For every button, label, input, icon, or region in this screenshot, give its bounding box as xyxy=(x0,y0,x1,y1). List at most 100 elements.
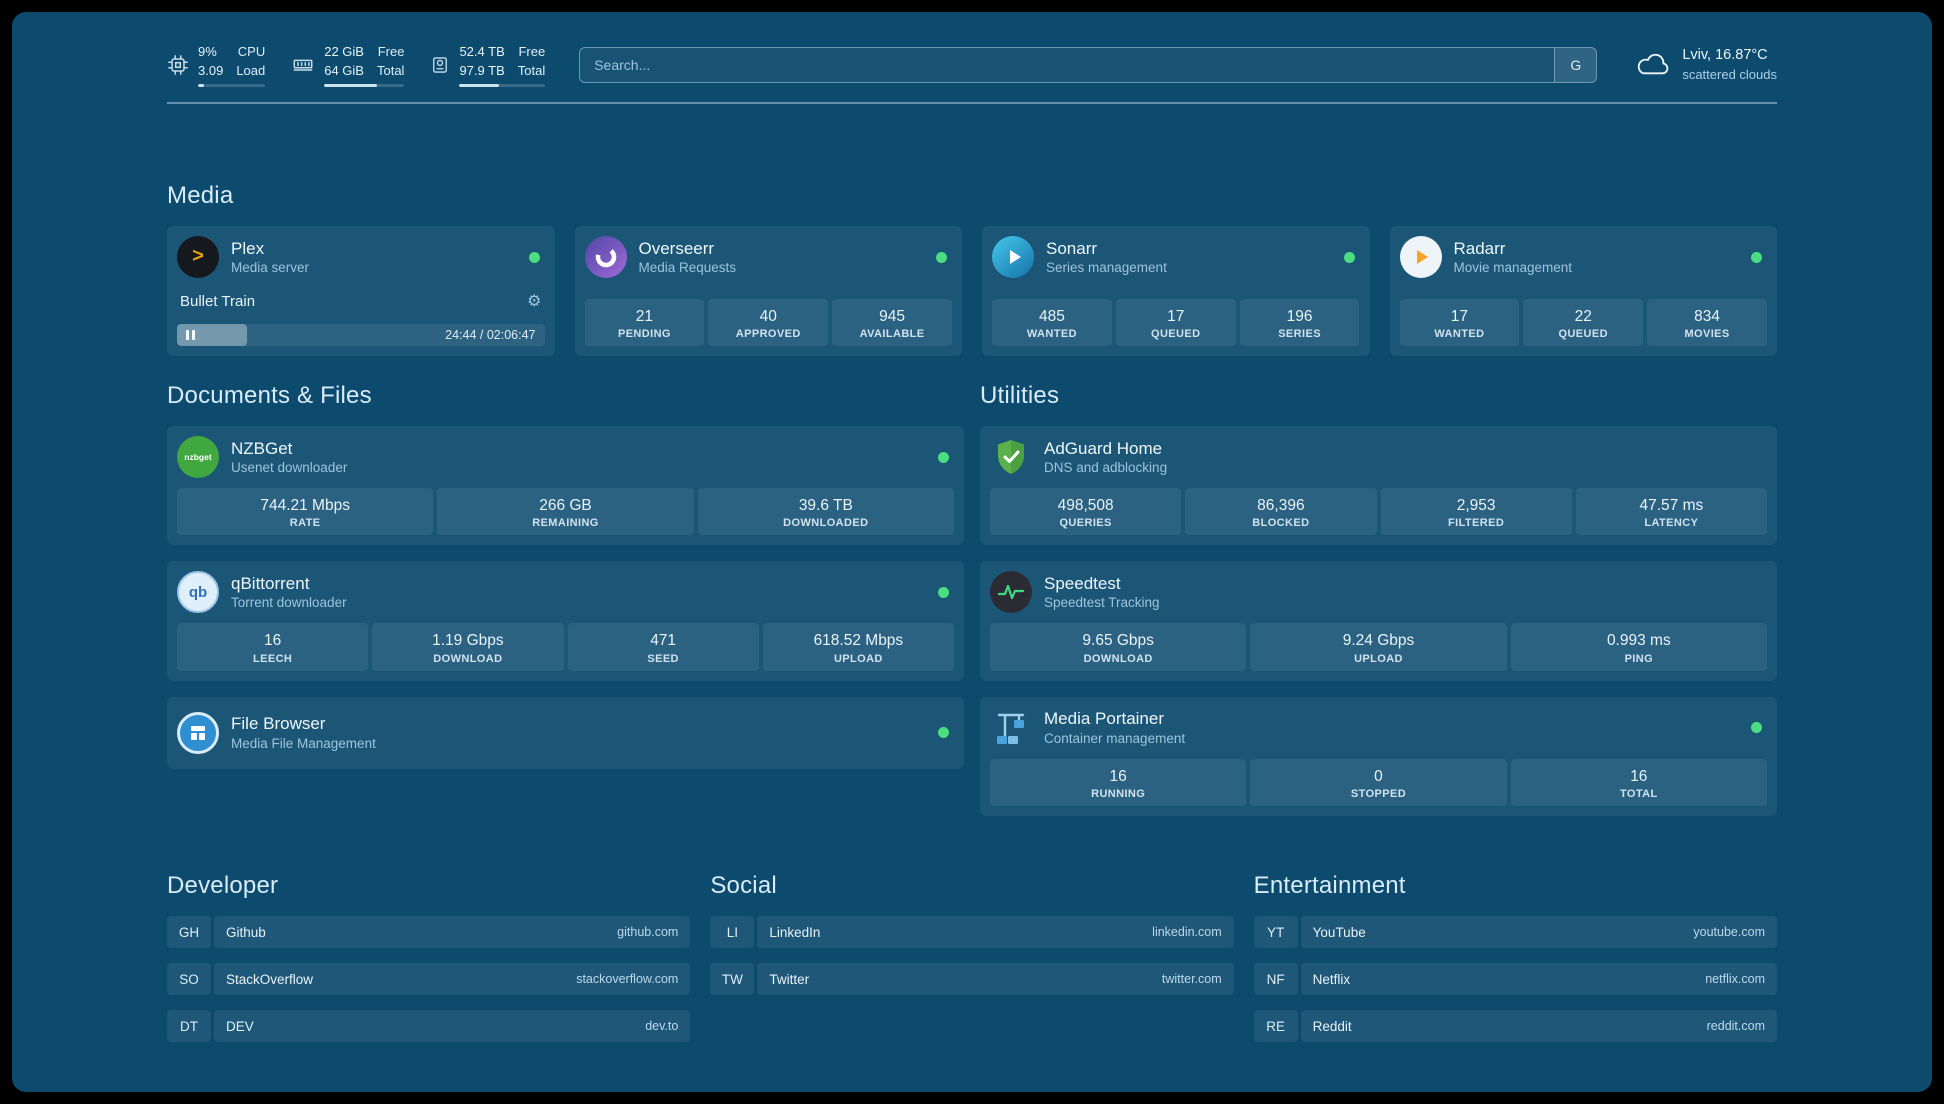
portainer-icon xyxy=(990,707,1032,749)
plex-icon: > xyxy=(177,236,219,278)
filebrowser-title: File Browser xyxy=(231,714,326,734)
overseerr-card[interactable]: Overseerr Media Requests 21 PENDING 40 APP… xyxy=(574,226,962,356)
bookmark-domain: github.com xyxy=(617,925,679,940)
sonarr-status-dot xyxy=(1343,251,1355,263)
bookmark-name: Reddit xyxy=(1312,1018,1352,1034)
bookmark-domain: netflix.com xyxy=(1705,972,1765,987)
nzbget-card[interactable]: nzbget NZBGet Usenet downloader 744.21 M… xyxy=(167,426,964,546)
bookmark-twitter[interactable]: TW Twitter twitter.com xyxy=(710,963,1234,996)
stat-download: 9.65 Gbps DOWNLOAD xyxy=(990,623,1247,671)
search-provider-button[interactable]: G xyxy=(1554,48,1597,82)
plex-subtitle: Media server xyxy=(231,259,310,275)
stat-seed: 471 SEED xyxy=(567,623,759,671)
media-heading: Media xyxy=(167,182,234,209)
stat-total: 16 TOTAL xyxy=(1510,758,1767,807)
stat-available: 945 AVAILABLE xyxy=(832,298,952,346)
search-bar: G xyxy=(579,47,1598,83)
sonarr-subtitle: Series management xyxy=(1046,259,1167,275)
bookmark-netflix[interactable]: NF Netflix netflix.com xyxy=(1253,963,1777,996)
bookmark-name: Github xyxy=(226,924,266,940)
plex-card[interactable]: > Plex Media server Bullet Train ⚙ 24:44… xyxy=(167,226,555,356)
cpu-load-label: Load xyxy=(236,62,266,78)
speedtest-subtitle: Speedtest Tracking xyxy=(1044,595,1160,611)
radarr-title: Radarr xyxy=(1453,238,1506,258)
sonarr-title: Sonarr xyxy=(1046,238,1098,258)
bookmark-github[interactable]: GH Github github.com xyxy=(167,916,691,949)
bookmark-name: LinkedIn xyxy=(769,924,821,940)
stat-movies: 834 MOVIES xyxy=(1647,298,1767,346)
adguard-subtitle: DNS and adblocking xyxy=(1044,459,1168,475)
disk-free: 52.4 TB xyxy=(459,44,505,60)
bookmark-abbr: TW xyxy=(710,963,755,996)
utilities-heading: Utilities xyxy=(980,382,1060,409)
dashboard: 9% 3.09 CPU Load xyxy=(12,12,1932,1092)
bookmark-name: YouTube xyxy=(1312,924,1366,940)
bookmark-youtube[interactable]: YT YouTube youtube.com xyxy=(1253,916,1777,949)
portainer-status-dot xyxy=(1751,722,1762,734)
disk-progressbar xyxy=(459,83,546,87)
bookmark-abbr: SO xyxy=(167,963,211,996)
bookmark-name: Netflix xyxy=(1312,971,1351,987)
plex-status-dot xyxy=(528,251,540,263)
pause-icon[interactable] xyxy=(186,330,195,340)
settings-gear-icon[interactable]: ⚙ xyxy=(527,293,542,310)
radarr-subtitle: Movie management xyxy=(1453,259,1573,275)
filebrowser-icon xyxy=(177,711,219,754)
cloud-icon xyxy=(1638,53,1669,75)
stat-latency: 47.57 ms LATENCY xyxy=(1575,488,1767,536)
stat-queued: 22 QUEUED xyxy=(1523,298,1644,346)
qbittorrent-card[interactable]: qb qBittorrent Torrent downloader 16 LEEC… xyxy=(167,561,964,681)
memory-free: 22 GiB xyxy=(324,44,364,60)
bookmark-domain: dev.to xyxy=(645,1019,679,1034)
portainer-card[interactable]: Media Portainer Container management 16 R… xyxy=(980,696,1777,817)
overseerr-subtitle: Media Requests xyxy=(638,259,737,275)
sonarr-card[interactable]: Sonarr Series management 485 WANTED 17 QUE… xyxy=(982,226,1370,356)
playback-time: 24:44 / 02:06:47 xyxy=(445,328,536,342)
portainer-title: Media Portainer xyxy=(1044,709,1165,729)
nzbget-status-dot xyxy=(938,451,949,463)
qbittorrent-title: qBittorrent xyxy=(231,573,310,593)
stat-blocked: 86,396 BLOCKED xyxy=(1185,488,1377,536)
cpu-percent: 9% xyxy=(198,44,217,60)
disk-total-label: Total xyxy=(517,62,546,78)
stat-leech: 16 LEECH xyxy=(177,623,369,671)
bookmark-dev[interactable]: DT DEV dev.to xyxy=(167,1010,691,1043)
nzbget-subtitle: Usenet downloader xyxy=(231,459,348,475)
stat-remaining: 266 GB REMAINING xyxy=(437,488,694,536)
nzbget-title: NZBGet xyxy=(231,438,293,458)
stat-downloaded: 39.6 TB DOWNLOADED xyxy=(697,488,954,536)
nzbget-icon: nzbget xyxy=(177,436,219,478)
filebrowser-card[interactable]: File Browser Media File Management xyxy=(167,696,964,769)
stat-queries: 498,508 QUERIES xyxy=(990,488,1182,536)
search-input[interactable] xyxy=(580,48,1555,82)
entertainment-heading: Entertainment xyxy=(1253,872,1406,900)
bookmark-domain: youtube.com xyxy=(1693,925,1765,940)
social-column: Social LI LinkedIn linkedin.com TW Twitte… xyxy=(710,872,1234,1042)
stat-upload: 9.24 Gbps UPLOAD xyxy=(1250,623,1507,671)
now-playing-title: Bullet Train xyxy=(180,292,256,310)
bookmark-name: Twitter xyxy=(769,971,810,987)
speedtest-card[interactable]: Speedtest Speedtest Tracking 9.65 Gbps DO… xyxy=(980,561,1777,681)
disk-free-label: Free xyxy=(518,44,546,60)
radarr-card[interactable]: Radarr Movie management 17 WANTED 22 QUEUE… xyxy=(1389,226,1777,356)
playback-progressbar[interactable]: 24:44 / 02:06:47 xyxy=(177,324,545,346)
cpu-load: 3.09 xyxy=(198,62,224,78)
bookmark-name: DEV xyxy=(226,1018,254,1034)
disk-total: 97.9 TB xyxy=(459,62,505,78)
bookmark-reddit[interactable]: RE Reddit reddit.com xyxy=(1253,1010,1777,1043)
disk-widget: 52.4 TB 97.9 TB Free Total xyxy=(430,43,546,87)
bookmark-stackoverflow[interactable]: SO StackOverflow stackoverflow.com xyxy=(167,963,691,996)
stat-rate: 744.21 Mbps RATE xyxy=(177,488,434,536)
stat-approved: 40 APPROVED xyxy=(708,298,829,346)
bookmark-domain: linkedin.com xyxy=(1152,925,1222,940)
memory-total-label: Total xyxy=(376,62,405,78)
stat-pending: 21 PENDING xyxy=(584,298,705,346)
adguard-card[interactable]: AdGuard Home DNS and adblocking 498,508 Q… xyxy=(980,426,1777,546)
qbittorrent-icon: qb xyxy=(177,571,219,614)
bookmark-abbr: RE xyxy=(1253,1010,1298,1043)
overseerr-icon xyxy=(584,236,627,278)
adguard-icon xyxy=(990,436,1032,478)
cpu-progressbar xyxy=(198,83,266,87)
memory-progressbar xyxy=(324,83,405,87)
bookmark-linkedin[interactable]: LI LinkedIn linkedin.com xyxy=(710,916,1234,949)
